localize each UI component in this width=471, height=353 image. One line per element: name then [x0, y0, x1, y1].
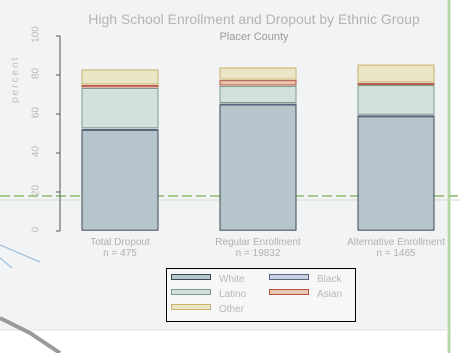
category-name: Regular Enrollment — [215, 237, 301, 248]
bar-white — [357, 116, 435, 231]
category-count: n = 475 — [103, 248, 137, 259]
corner-decoration — [0, 316, 62, 353]
bar-white — [81, 129, 159, 231]
bar-latino — [81, 87, 159, 129]
legend-label-black: Black — [317, 274, 342, 285]
category-label: Total Dropout n = 475 — [55, 237, 185, 259]
y-tick-label: 0 — [30, 226, 42, 233]
bar-latino — [219, 86, 297, 103]
category-count: n = 19832 — [235, 248, 281, 259]
y-tick-label: 40 — [30, 145, 42, 158]
y-tick-label: 60 — [30, 106, 42, 119]
category-name: Alternative Enrollment — [347, 237, 445, 248]
category-label: Regular Enrollment n = 19832 — [193, 237, 323, 259]
bar-white — [219, 104, 297, 231]
legend-label-other: Other — [219, 304, 245, 315]
bar-latino — [357, 85, 435, 115]
bar-black — [357, 115, 435, 118]
y-axis — [56, 35, 61, 232]
pointer-line — [0, 257, 13, 269]
bar-asian — [219, 80, 297, 86]
pointer-line — [0, 244, 41, 263]
bar-stacks — [81, 64, 435, 231]
category-name: Total Dropout — [90, 237, 150, 248]
y-tick-label: 100 — [30, 26, 42, 43]
bar-other — [357, 64, 435, 83]
y-tick-label: 20 — [30, 184, 42, 197]
category-label: Alternative Enrollment n = 1465 — [331, 237, 461, 259]
legend-label-latino: Latino — [219, 289, 247, 300]
legend-swatch-black — [269, 274, 309, 280]
y-tick-label: 80 — [30, 67, 42, 80]
bar-other — [219, 67, 297, 80]
legend: White Black Latino Asian Other — [166, 268, 356, 322]
legend-swatch-latino — [171, 289, 211, 295]
legend-swatch-other — [171, 304, 211, 310]
bar-black — [219, 103, 297, 106]
bar-asian — [81, 85, 159, 88]
chart-title: High School Enrollment and Dropout by Et… — [88, 11, 420, 27]
chart-subtitle: Placer County — [219, 31, 289, 43]
legend-label-white: White — [219, 274, 245, 285]
legend-label-asian: Asian — [317, 289, 343, 300]
bar-asian — [357, 83, 435, 85]
legend-swatch-white — [171, 274, 211, 280]
bar-other — [81, 69, 159, 85]
bar-black — [81, 128, 159, 131]
category-count: n = 1465 — [376, 248, 416, 259]
legend-swatch-asian — [269, 289, 309, 295]
